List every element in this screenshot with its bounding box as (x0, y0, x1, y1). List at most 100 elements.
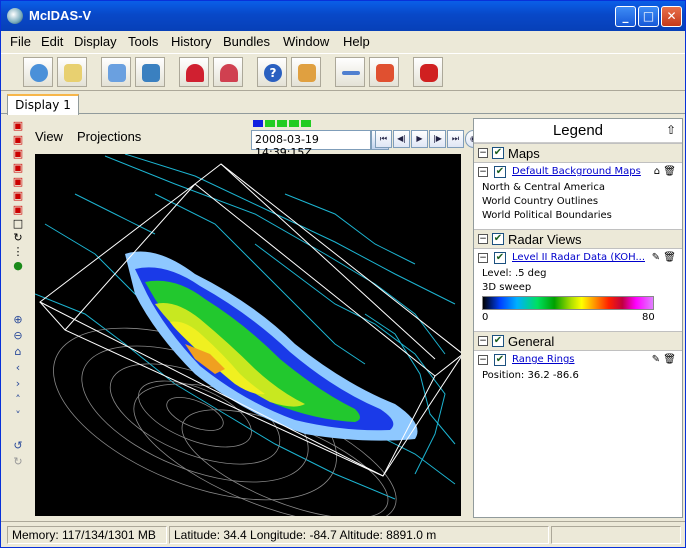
play-button[interactable]: ▶ (411, 130, 428, 148)
east-view-icon[interactable]: ▣ (12, 161, 24, 174)
help-button[interactable]: ? (257, 57, 287, 87)
west-view-icon[interactable]: ▣ (12, 189, 24, 202)
view-menu[interactable]: View (35, 129, 63, 144)
last-frame-icon: ⏭ (451, 134, 460, 143)
home-icon[interactable]: ⌂ (14, 345, 22, 358)
layer-visibility-checkbox[interactable]: ✔ (494, 354, 506, 366)
pan-right-icon[interactable]: › (15, 377, 21, 390)
reset-view-icon[interactable]: □ (12, 217, 24, 230)
last-frame-button[interactable]: ⏭ (447, 130, 464, 148)
radar-3d-scene (35, 154, 461, 516)
3d-display-canvas[interactable] (35, 154, 461, 516)
menu-history[interactable]: History (171, 34, 212, 49)
tab-display-1[interactable]: Display 1 (7, 94, 79, 115)
section-label: General (508, 334, 555, 349)
legend-section-maps[interactable]: − ✔ Maps (474, 143, 682, 163)
mcidas-app-icon (7, 8, 23, 24)
collapse-icon[interactable]: − (478, 253, 488, 263)
time-selector[interactable]: 2008-03-19 14:39:15Z (251, 130, 371, 159)
first-frame-button[interactable]: ⏮ (375, 130, 392, 148)
collapse-icon[interactable]: − (478, 336, 488, 346)
go-icon[interactable]: ● (13, 259, 23, 272)
layer-visibility-checkbox[interactable]: ✔ (494, 252, 506, 264)
layer-visibility-checkbox[interactable]: ✔ (494, 166, 506, 178)
menu-file[interactable]: File (10, 34, 31, 49)
redo-view-icon[interactable]: ↻ (13, 455, 23, 468)
manage-favorites-button[interactable] (213, 57, 243, 87)
layer-link[interactable]: Default Background Maps (512, 166, 641, 177)
favorite-bundle-button[interactable] (179, 57, 209, 87)
general-visibility-checkbox[interactable]: ✔ (492, 335, 504, 347)
menu-display[interactable]: Display (74, 34, 117, 49)
user-guide-button[interactable] (291, 57, 321, 87)
top-view-icon[interactable]: ▣ (12, 119, 24, 132)
step-back-button[interactable]: ◀| (393, 130, 410, 148)
zoom-out-icon[interactable]: ⊖ (13, 329, 23, 342)
color-table-bar[interactable] (482, 296, 654, 310)
south-view-icon[interactable]: ▣ (12, 175, 24, 188)
pan-down-icon[interactable]: ˅ (15, 409, 21, 422)
pan-left-icon[interactable]: ‹ (15, 361, 21, 374)
radar-visibility-checkbox[interactable]: ✔ (492, 233, 504, 245)
window-title: McIDAS-V (29, 8, 92, 23)
menu-bar: File Edit Display Tools History Bundles … (1, 31, 685, 53)
time-step-indicator[interactable] (301, 120, 311, 127)
projections-menu[interactable]: Projections (77, 129, 142, 144)
layer-detail: Level: .5 deg (482, 268, 547, 279)
close-icon: ✕ (666, 9, 677, 23)
open-bundle-button[interactable] (101, 57, 131, 87)
close-button[interactable]: ✕ (661, 6, 682, 27)
section-label: Radar Views (508, 232, 582, 247)
maximize-button[interactable]: □ (638, 6, 659, 27)
legend-item-range-rings: − ✔ Range Rings ✎ 🗑 (474, 353, 682, 369)
pan-up-icon[interactable]: ˄ (15, 393, 21, 406)
legend-undock-icon[interactable]: ⇧ (665, 123, 676, 137)
menu-tools[interactable]: Tools (128, 34, 159, 49)
rotate-view-icon[interactable]: ↻ (13, 231, 23, 244)
vertical-scale-icon[interactable]: ⋮ (12, 245, 24, 258)
trash-icon[interactable]: 🗑 (663, 354, 676, 365)
zoom-in-icon[interactable]: ⊕ (13, 313, 23, 326)
menu-window[interactable]: Window (283, 34, 330, 49)
bottom-view-icon[interactable]: ▣ (12, 133, 24, 146)
collapse-icon[interactable]: − (478, 355, 488, 365)
minimize-button[interactable]: _ (615, 6, 636, 27)
layer-actions: ⌂ 🗑 (654, 166, 676, 177)
remove-displays-button[interactable] (335, 57, 365, 87)
stop-loading-button[interactable] (413, 57, 443, 87)
step-forward-button[interactable]: |▶ (429, 130, 446, 148)
collapse-icon[interactable]: − (478, 167, 488, 177)
time-step-indicator[interactable] (253, 120, 263, 127)
time-step-indicator[interactable] (289, 120, 299, 127)
time-step-indicator[interactable] (265, 120, 275, 127)
title-bar[interactable]: McIDAS-V _ □ ✕ (1, 1, 685, 31)
trash-icon[interactable]: 🗑 (663, 166, 676, 177)
lock-icon[interactable]: ⌂ (653, 166, 661, 177)
collapse-icon[interactable]: − (478, 148, 488, 158)
perspective-view-icon[interactable]: ▣ (12, 203, 24, 216)
legend-section-radar-views[interactable]: − ✔ Radar Views (474, 229, 682, 249)
clear-data-button[interactable] (369, 57, 399, 87)
legend-section-general[interactable]: − ✔ General (474, 331, 682, 351)
edit-icon[interactable]: ✎ (651, 354, 661, 365)
menu-help[interactable]: Help (343, 34, 370, 49)
layer-link[interactable]: Range Rings (512, 354, 575, 365)
menu-bundles[interactable]: Bundles (223, 34, 270, 49)
maps-visibility-checkbox[interactable]: ✔ (492, 147, 504, 159)
collapse-icon[interactable]: − (478, 234, 488, 244)
trash-icon[interactable]: 🗑 (663, 252, 676, 263)
edit-icon[interactable]: ✎ (651, 252, 661, 263)
layer-detail: World Political Boundaries (482, 210, 612, 221)
menu-edit[interactable]: Edit (41, 34, 64, 49)
data-explorer-button[interactable] (23, 57, 53, 87)
time-step-indicator[interactable] (277, 120, 287, 127)
layer-actions: ✎ 🗑 (652, 354, 676, 365)
undo-view-icon[interactable]: ↺ (13, 439, 23, 452)
step-forward-icon: |▶ (433, 134, 442, 143)
manage-favorites-icon (220, 64, 238, 82)
north-view-icon[interactable]: ▣ (12, 147, 24, 160)
save-bundle-button[interactable] (135, 57, 165, 87)
layer-link[interactable]: Level II Radar Data (KOH... (512, 252, 645, 263)
new-display-button[interactable] (57, 57, 87, 87)
